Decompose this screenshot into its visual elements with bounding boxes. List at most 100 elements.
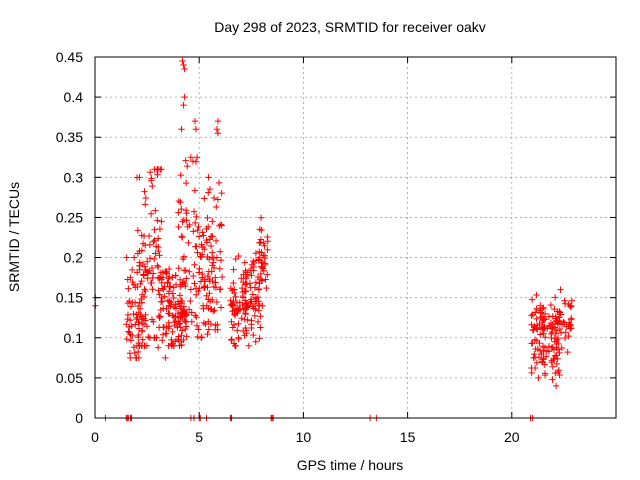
data-point [140,271,147,279]
data-point [125,328,132,335]
data-point [565,332,572,340]
data-point [213,298,221,306]
data-point [556,308,563,315]
data-point [259,265,266,272]
data-point [231,311,239,319]
data-point [239,292,247,300]
data-point [180,61,187,69]
data-point [171,319,178,326]
data-point [136,305,144,312]
data-point [217,304,225,311]
data-point [179,234,186,241]
data-point [231,286,238,293]
data-point [561,334,569,342]
data-point [201,246,208,253]
data-point [257,324,264,331]
grid-lines [95,57,616,418]
data-point [174,309,182,317]
data-point [180,336,187,344]
data-point [165,310,172,317]
data-point [257,313,264,320]
data-point [124,299,132,307]
data-point [227,297,234,304]
data-point [241,259,249,266]
data-point [123,321,130,328]
data-point [199,270,206,278]
data-point [131,349,139,357]
data-point [548,334,555,342]
data-point [153,334,160,341]
data-point [166,298,173,306]
data-point [235,252,242,260]
data-point [186,268,193,275]
data-point [143,322,151,330]
data-point [209,233,216,240]
data-point [194,249,201,256]
data-point [166,310,173,318]
data-point [152,243,160,250]
data-point [528,312,535,319]
data-point [243,304,251,311]
data-point [540,304,547,312]
data-point [258,249,265,256]
data-point [210,283,218,291]
data-point [172,272,179,279]
data-point [245,342,253,349]
data-point [553,352,560,359]
data-point [208,249,216,256]
data-point [148,264,156,272]
data-point [134,283,141,291]
data-point [241,332,248,339]
data-point [564,348,571,356]
data-point [156,252,163,259]
data-point [557,286,564,293]
data-point [192,126,200,133]
data-point [195,326,202,333]
data-point [174,336,182,344]
data-point [165,324,172,332]
data-point [250,259,258,267]
data-point [244,316,251,324]
data-point [126,317,134,324]
data-point [175,333,182,340]
data-point [532,345,539,353]
data-point [185,239,192,247]
data-point [568,315,575,322]
data-point [565,319,573,326]
data-point [205,223,212,231]
data-point [134,333,142,341]
data-point [159,274,167,281]
data-point [254,293,262,301]
data-point [154,263,162,271]
data-point [251,284,259,291]
data-point [552,382,560,390]
data-point [199,229,206,236]
data-point [189,158,197,165]
data-point [198,253,205,261]
data-point [178,205,185,213]
data-point [137,280,144,288]
data-point [212,237,220,245]
data-point [181,65,188,73]
data-point [175,265,182,272]
data-point [207,242,215,250]
data-point [217,221,225,228]
data-point [561,300,569,308]
data-point [205,268,213,275]
data-point [130,344,138,351]
data-point [190,272,197,280]
data-point [264,271,271,278]
data-point [230,310,238,318]
data-point [159,285,166,292]
data-point [182,282,189,290]
data-point [156,225,164,233]
data-point [167,283,174,291]
data-point [262,276,269,283]
y-tick-label: 0.15 [56,290,83,306]
data-point [216,265,224,272]
data-point [138,247,146,254]
data-point [547,301,555,309]
data-point [182,318,189,325]
data-point [535,354,543,361]
data-point [238,284,246,292]
